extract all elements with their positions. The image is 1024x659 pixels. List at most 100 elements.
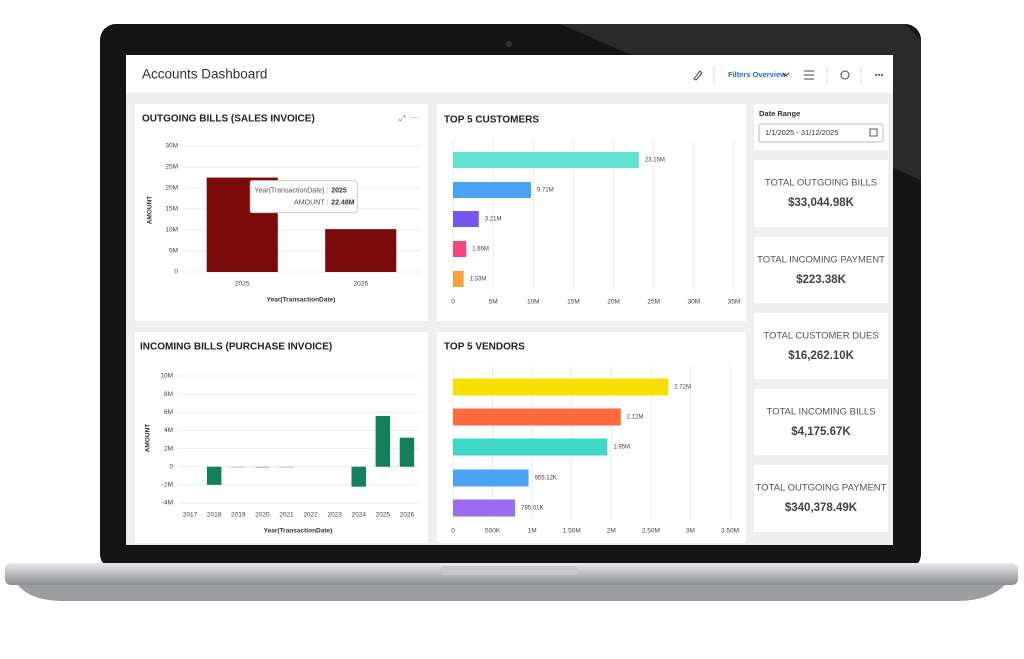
laptop-base-bottom xyxy=(18,585,1005,601)
kpi-card xyxy=(754,465,888,532)
edit-icon[interactable] xyxy=(693,70,703,81)
value-label: 2.12M xyxy=(627,415,644,421)
y-tick-label: 8M xyxy=(164,391,173,398)
value-label: 3.21M xyxy=(485,217,502,223)
kpi-card xyxy=(754,389,888,455)
y-tick-label: 10M xyxy=(160,373,173,380)
value-label: 1.33M xyxy=(470,277,487,283)
x-tick-label: 0 xyxy=(451,299,455,306)
bar xyxy=(453,378,669,396)
y-axis-label: AMOUNT xyxy=(147,196,154,225)
panel-title: TOP 5 VENDORS xyxy=(444,342,525,353)
header-bar xyxy=(126,55,893,93)
kpi-label: TOTAL OUTGOING PAYMENT xyxy=(756,483,887,494)
tooltip-x-value: 2025 xyxy=(331,187,347,194)
bar xyxy=(375,415,391,467)
x-tick-label: 2018 xyxy=(207,512,222,519)
panel xyxy=(437,104,746,321)
value-label: 1.95M xyxy=(613,445,630,451)
bar xyxy=(231,466,246,468)
bar xyxy=(206,466,222,485)
refresh-icon[interactable] xyxy=(840,70,850,80)
tooltip-y-value: 22.48M xyxy=(331,199,355,206)
x-tick-label: 2.50M xyxy=(642,528,660,535)
bar xyxy=(453,408,621,426)
x-tick-label: 2021 xyxy=(279,512,294,519)
kpi-label: TOTAL INCOMING BILLS xyxy=(766,407,875,418)
y-tick-label: 2M xyxy=(164,445,173,452)
chevron xyxy=(782,72,790,77)
x-tick-label: 2017 xyxy=(183,512,198,519)
x-tick-label: 2026 xyxy=(400,512,415,519)
calendar-icon[interactable] xyxy=(869,128,878,137)
y-tick-label: 6M xyxy=(164,409,173,416)
x-tick-label: 2023 xyxy=(327,512,342,519)
y-tick-label: 0 xyxy=(174,269,178,276)
y-tick-label: 25M xyxy=(165,164,178,171)
filters-button[interactable]: Filters Overview xyxy=(728,70,786,79)
x-axis-label: Year(TransactionDate) xyxy=(264,528,333,535)
more-icon[interactable]: ··· xyxy=(411,113,419,122)
tooltip-x-label: Year(TransactionDate) : xyxy=(254,187,328,194)
x-tick-label: 1.50M xyxy=(563,528,581,535)
y-tick-label: 4M xyxy=(164,427,173,434)
date-range-label: Date Range xyxy=(759,109,800,118)
x-tick-label: 30M xyxy=(688,299,701,306)
kpi-label: TOTAL CUSTOMER DUES xyxy=(763,331,878,342)
panel-title: TOP 5 CUSTOMERS xyxy=(444,115,539,126)
bar xyxy=(255,466,270,469)
y-axis-label: AMOUNT xyxy=(145,424,152,453)
x-tick-label: 2026 xyxy=(354,281,369,288)
x-tick-label: 20M xyxy=(607,299,620,306)
kpi-label: TOTAL OUTGOING BILLS xyxy=(765,178,877,189)
bar xyxy=(279,466,294,468)
bar xyxy=(453,438,608,456)
x-tick-label: 3M xyxy=(686,528,695,535)
bar xyxy=(453,271,464,287)
date-input[interactable] xyxy=(758,123,884,143)
y-tick-label: 0 xyxy=(169,463,173,470)
kpi-value: $33,044.98K xyxy=(788,197,855,209)
x-tick-label: 5M xyxy=(489,299,498,306)
y-tick-label: 30M xyxy=(165,143,178,150)
kpi-value: $4,175.67K xyxy=(791,426,851,438)
bar xyxy=(399,437,415,467)
bar xyxy=(351,466,366,487)
x-tick-label: 2024 xyxy=(352,512,367,519)
y-tick-label: 20M xyxy=(165,185,178,192)
x-tick-label: 2020 xyxy=(255,512,270,519)
tooltip xyxy=(249,180,358,214)
bar xyxy=(453,182,531,198)
x-tick-label: 500K xyxy=(485,528,501,535)
x-tick-label: 15M xyxy=(567,299,580,306)
x-tick-label: 35M xyxy=(728,299,741,306)
tooltip-y-label: AMOUNT : xyxy=(294,199,328,206)
y-tick-label: -4M xyxy=(162,500,173,507)
value-label: 9.71M xyxy=(537,188,554,194)
x-tick-label: 2022 xyxy=(303,512,318,519)
panel-title: OUTGOING BILLS (SALES INVOICE) xyxy=(142,114,315,125)
kpi-value: $340,378.49K xyxy=(785,502,858,514)
value-label: 785.01K xyxy=(521,506,543,512)
x-tick-label: 0 xyxy=(451,528,455,535)
bar xyxy=(325,229,397,272)
more-icon[interactable] xyxy=(875,74,883,76)
value-label: 955.12K xyxy=(535,476,557,482)
x-tick-label: 2025 xyxy=(376,512,391,519)
bar xyxy=(453,241,467,257)
x-tick-label: 1M xyxy=(528,528,537,535)
x-tick-label: 10M xyxy=(527,299,540,306)
expand-icon[interactable]: ⤢ xyxy=(398,114,405,123)
x-tick-label: 2019 xyxy=(231,512,246,519)
kpi-label: TOTAL INCOMING PAYMENT xyxy=(757,255,885,266)
x-tick-label: 2M xyxy=(607,528,616,535)
y-tick-label: 10M xyxy=(165,227,178,234)
value-label: 1.65M xyxy=(472,247,489,253)
settings-icon[interactable] xyxy=(804,70,814,80)
y-tick-label: -2M xyxy=(162,482,173,489)
y-tick-label: 5M xyxy=(169,248,178,255)
x-tick-label: 2025 xyxy=(235,281,250,288)
x-axis-label: Year(TransactionDate) xyxy=(267,297,336,304)
kpi-value: $16,262.10K xyxy=(788,350,855,362)
